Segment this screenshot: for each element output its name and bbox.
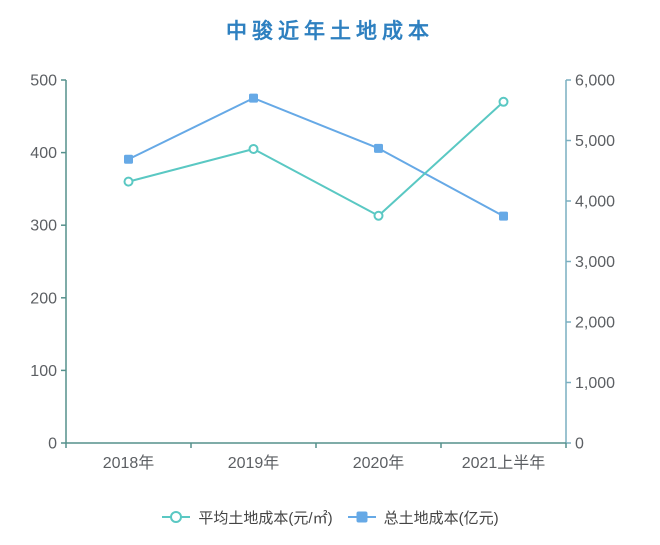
data-point-marker-circle xyxy=(248,143,259,154)
data-point-marker-circle xyxy=(123,176,134,187)
data-point-marker-square xyxy=(499,211,508,221)
right-axis-tick-label: 0 xyxy=(575,436,584,453)
left-axis-tick-label: 300 xyxy=(30,218,57,235)
x-axis-category-label: 2021上半年 xyxy=(462,454,546,472)
data-point-marker-circle xyxy=(373,210,384,221)
legend-item-total-land-cost[interactable]: 总土地成本(亿元) xyxy=(347,507,499,528)
left-axis-tick-label: 400 xyxy=(30,145,57,162)
x-axis-category-label: 2020年 xyxy=(353,454,405,472)
right-axis-tick-label: 6,000 xyxy=(575,73,615,90)
right-axis-tick-label: 2,000 xyxy=(575,315,615,332)
left-axis-tick-label: 100 xyxy=(30,363,57,380)
right-axis-tick-label: 1,000 xyxy=(575,375,615,392)
right-axis-tick-label: 5,000 xyxy=(575,133,615,150)
data-point-marker-circle xyxy=(498,96,509,107)
series-line-0 xyxy=(127,100,505,217)
right-axis-tick-label: 3,000 xyxy=(575,254,615,271)
x-axis-category-label: 2018年 xyxy=(103,454,155,472)
legend: 平均土地成本(元/㎡) 总土地成本(亿元) xyxy=(0,504,660,530)
legend-item-label: 平均土地成本(元/㎡) xyxy=(198,509,333,527)
left-axis-tick-label: 500 xyxy=(30,73,57,90)
chart-title: 中骏近年土地成本 xyxy=(226,20,434,43)
x-axis-category-label: 2019年 xyxy=(228,454,280,472)
data-point-marker-square xyxy=(249,93,258,103)
left-axis-tick-label: 200 xyxy=(30,290,57,307)
filled-square-legend-icon xyxy=(347,511,376,523)
legend-item-label: 总土地成本(亿元) xyxy=(383,509,499,527)
series-line-1 xyxy=(127,97,505,218)
right-axis-tick-label: 4,000 xyxy=(575,194,615,211)
left-axis-tick-label: 0 xyxy=(48,436,57,453)
data-point-marker-square xyxy=(374,143,383,153)
data-point-marker-square xyxy=(124,154,133,164)
legend-item-average-land-cost[interactable]: 平均土地成本(元/㎡) xyxy=(161,507,333,528)
hollow-circle-legend-icon xyxy=(162,511,191,523)
